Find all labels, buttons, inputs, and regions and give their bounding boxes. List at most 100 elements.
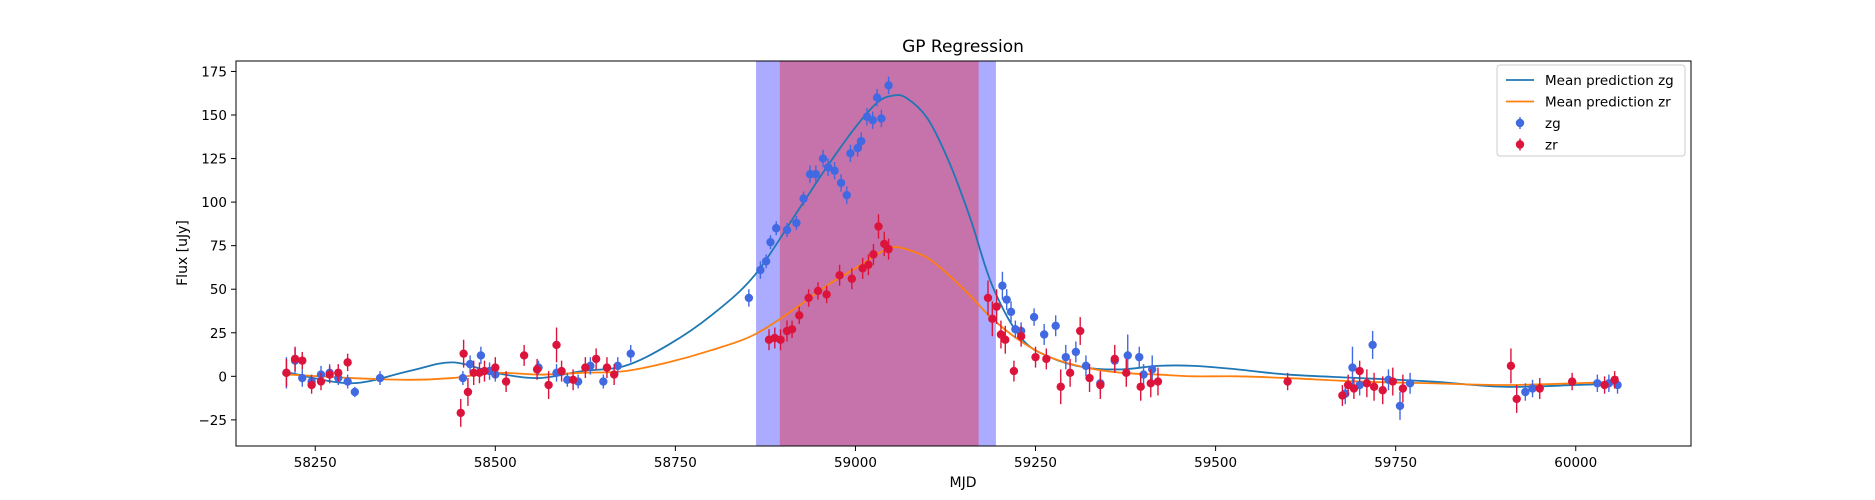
x-axis: 58250 58500 58750 59000 59250 59500 59750 60000 <box>294 446 1597 471</box>
zr-point <box>847 268 857 290</box>
zr-point <box>459 339 468 368</box>
zr-point <box>884 238 893 260</box>
zg-marker <box>761 257 771 266</box>
zr-point <box>343 353 352 372</box>
zr-marker <box>343 358 352 367</box>
y-tick-label: 75 <box>210 239 227 255</box>
zr-point <box>1042 348 1051 370</box>
zr-point <box>983 280 993 316</box>
y-tick-label: 100 <box>201 195 227 211</box>
y-tick-label: 50 <box>210 282 227 298</box>
zr-marker <box>822 290 831 299</box>
zr-point <box>1031 346 1040 368</box>
zr-marker <box>1535 384 1544 393</box>
zr-point <box>1136 372 1145 401</box>
zg-point <box>792 216 801 230</box>
zr-marker <box>884 244 893 254</box>
zg-marker <box>343 377 352 386</box>
zr-point <box>298 351 307 370</box>
zr-point <box>463 378 473 406</box>
zr-marker <box>1362 379 1372 388</box>
legend-item-zr: zr <box>1515 138 1558 154</box>
zr-point <box>1512 385 1521 413</box>
y-tick-label: −25 <box>199 413 228 429</box>
zg-point <box>805 165 815 183</box>
legend-marker-swatch <box>1515 140 1525 149</box>
zg-marker <box>298 373 307 383</box>
zr-marker <box>307 380 316 390</box>
zg-point <box>1521 383 1530 401</box>
legend-item-mean-prediction-zr: Mean prediction zr <box>1506 95 1671 111</box>
zr-marker <box>316 377 326 386</box>
zr-marker <box>568 375 578 385</box>
zr-marker <box>988 314 997 324</box>
y-tick-label: 175 <box>201 64 227 80</box>
zg-marker <box>744 293 754 303</box>
zr-point <box>591 348 601 370</box>
zg-marker <box>1368 340 1377 350</box>
zr-marker <box>544 380 553 390</box>
zr-point <box>1146 369 1155 398</box>
zr-point <box>1056 369 1065 405</box>
zr-point <box>1610 371 1619 389</box>
zg-point <box>744 289 754 307</box>
zr-point <box>469 360 478 386</box>
zr-point <box>1600 376 1609 394</box>
zg-point <box>1029 308 1039 326</box>
legend-box <box>1496 64 1686 157</box>
zr-point <box>1369 372 1379 401</box>
zr-marker <box>804 293 813 303</box>
zr-point <box>1283 372 1292 391</box>
zr-point <box>1535 378 1544 399</box>
zg-point <box>1051 315 1060 337</box>
zg-point <box>1002 289 1011 311</box>
zg-marker <box>1395 401 1405 411</box>
zg-marker <box>1006 307 1016 317</box>
zg-marker <box>613 361 622 371</box>
zr-point <box>787 320 797 338</box>
zr-point <box>776 329 785 351</box>
zr-point <box>1001 325 1010 354</box>
y-tick-label: 25 <box>210 326 227 342</box>
zg-marker <box>872 93 882 102</box>
zg-point <box>1135 346 1144 368</box>
zr-point <box>456 398 465 427</box>
x-tick-label: 59750 <box>1374 455 1417 471</box>
zg-marker <box>1071 347 1081 357</box>
zg-point <box>846 144 855 163</box>
zr-point <box>1398 374 1408 403</box>
zr-point <box>609 364 619 386</box>
zr-marker <box>1075 326 1085 336</box>
zr-point <box>1349 378 1359 399</box>
zg-marker <box>1039 330 1049 339</box>
zr-marker <box>463 387 473 397</box>
zr-marker <box>874 222 883 231</box>
zr-point <box>1075 317 1085 345</box>
zg-marker <box>1081 361 1091 371</box>
x-tick-label: 59000 <box>834 455 877 471</box>
zg-marker <box>823 163 833 172</box>
zg-marker <box>998 281 1007 290</box>
zg-point <box>761 254 771 269</box>
zr-marker <box>1506 361 1516 371</box>
zr-marker <box>282 368 291 378</box>
zr-marker <box>456 408 465 418</box>
zg-point <box>1081 355 1091 377</box>
zr-marker <box>469 368 478 378</box>
legend-label: Mean prediction zg <box>1545 73 1674 89</box>
zr-marker <box>1388 377 1397 386</box>
zr-marker <box>835 271 844 280</box>
legend-label: zr <box>1545 138 1558 154</box>
zr-marker <box>813 286 823 296</box>
zg-marker <box>465 359 475 369</box>
zr-marker <box>1398 384 1408 393</box>
zg-marker <box>756 265 765 275</box>
zr-marker <box>459 349 468 358</box>
zg-point <box>857 132 866 150</box>
zr-marker <box>298 356 307 365</box>
y-axis: −25 0 25 50 75 100 125 150 175 <box>199 64 236 429</box>
zr-marker <box>864 260 873 270</box>
legend-label: Mean prediction zr <box>1545 95 1671 111</box>
zg-marker <box>1123 351 1132 360</box>
